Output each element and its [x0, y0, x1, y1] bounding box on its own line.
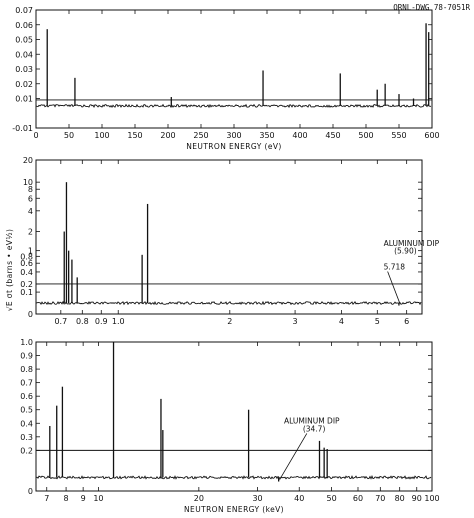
x-tick-label: 100 [424, 494, 439, 503]
x-tick-label: 200 [160, 131, 175, 140]
x-tick-label: 6 [404, 317, 409, 326]
x-tick-label: 600 [424, 131, 439, 140]
y-tick-label: 0 [28, 487, 33, 496]
y-tick-label: 1 [28, 247, 33, 256]
drawing-number: ORNL-DWG 78-7051R [393, 3, 470, 12]
y-tick-label: 0.07 [15, 6, 33, 15]
y-tick-label: 8 [28, 185, 33, 194]
x-tick-label: 70 [375, 494, 385, 503]
x-tick-label: 300 [226, 131, 241, 140]
y-tick-label: 10 [23, 178, 33, 187]
x-tick-label: 7 [44, 494, 49, 503]
panel-3-chart: 7 8 9 10 20 30 40 50 60 70 80 90 100 0 0.2 0.3 0.4 0.5 0.6… [20, 338, 439, 514]
y-tick-label: 0.3 [20, 433, 33, 442]
x-tick-label: 100 [94, 131, 109, 140]
y-tick-label: 0.02 [15, 80, 33, 89]
annotation-leader [279, 433, 308, 480]
x-tick-label: 1.0 [112, 317, 125, 326]
x-tick-label: 40 [294, 494, 304, 503]
annotation-text: ALUMINUM DIP [284, 416, 340, 425]
x-axis-title: NEUTRON ENERGY (keV) [184, 505, 284, 514]
y-tick-label: 20 [23, 156, 33, 165]
y-tick-label: 2 [28, 228, 33, 237]
y-tick-label: 0.4 [20, 419, 33, 428]
x-axis-title: NEUTRON ENERGY (eV) [186, 142, 281, 151]
baseline-trace [35, 474, 432, 480]
x-tick-label: 0.9 [95, 317, 108, 326]
x-tick-label: 3 [293, 317, 298, 326]
y-tick-label: -0.01 [12, 124, 33, 133]
x-tick-label: 250 [193, 131, 208, 140]
panel-2-chart: 0.7 0.8 0.9 1.0 2 3 4 5 600.10.20.40.60.81246810… [20, 156, 439, 326]
y-tick-label: 4 [28, 207, 33, 216]
x-tick-label: 500 [358, 131, 373, 140]
x-tick-label: 80 [395, 494, 405, 503]
x-tick-label: 0.7 [54, 317, 67, 326]
y-tick-label: 0 [28, 310, 33, 319]
y-tick-label: 0.5 [20, 406, 33, 415]
x-tick-label: 400 [292, 131, 307, 140]
y-tick-label: 0.8 [20, 252, 33, 261]
baseline-trace [35, 103, 432, 109]
y-tick-label: 0.03 [15, 65, 33, 74]
x-tick-label: 8 [64, 494, 69, 503]
x-tick-label: 2 [227, 317, 232, 326]
y-tick-label: 6 [28, 194, 33, 203]
x-tick-label: 350 [259, 131, 274, 140]
x-tick-label: 9 [81, 494, 86, 503]
x-tick-label: 50 [326, 494, 336, 503]
annotation-text: (5.90) [394, 246, 417, 255]
y-tick-label: 0.6 [20, 392, 33, 401]
x-tick-label: 150 [127, 131, 142, 140]
annotation-text: (34.7) [303, 424, 326, 433]
x-tick-label: 0.8 [76, 317, 89, 326]
y-tick-label: 1.0 [20, 338, 33, 347]
y-tick-label: 0.4 [20, 268, 33, 277]
annotation-text: 5.718 [384, 263, 406, 272]
y-tick-label: 0.04 [15, 50, 33, 59]
annotation-text: ALUMINUM DIP [384, 239, 440, 248]
x-tick-label: 90 [412, 494, 422, 503]
annotation-leader [387, 271, 401, 304]
y-tick-label: 0.06 [15, 21, 33, 30]
y-tick-label: 0.1 [20, 288, 33, 297]
y-tick-label: 0.6 [20, 259, 33, 268]
y-tick-label: 0.9 [20, 352, 33, 361]
x-tick-label: 30 [252, 494, 262, 503]
x-tick-label: 50 [64, 131, 74, 140]
y-tick-label: 0.01 [15, 95, 33, 104]
x-tick-label: 550 [391, 131, 406, 140]
baseline-trace [35, 300, 422, 306]
panel-3-frame [35, 341, 433, 492]
x-tick-label: 5 [375, 317, 380, 326]
shared-y-axis-label: √E σt (barns • eV½) [5, 229, 14, 312]
x-tick-label: 20 [194, 494, 204, 503]
x-tick-label: 10 [93, 494, 103, 503]
panel-1-chart: 0 50 100 150 200 250 300 350 400 450 500 550 600 -0.0… [12, 6, 439, 151]
x-tick-label: 0 [33, 131, 38, 140]
x-tick-label: 60 [353, 494, 363, 503]
x-tick-label: 4 [339, 317, 344, 326]
panel-1-frame [35, 9, 433, 129]
y-tick-label: 0.7 [20, 379, 33, 388]
y-tick-label: 0.8 [20, 365, 33, 374]
y-tick-label: 0.2 [20, 280, 33, 289]
x-tick-label: 450 [325, 131, 340, 140]
y-tick-label: 0.2 [20, 446, 33, 455]
panel-2-frame [35, 159, 423, 315]
y-tick-label: 0.05 [15, 36, 33, 45]
